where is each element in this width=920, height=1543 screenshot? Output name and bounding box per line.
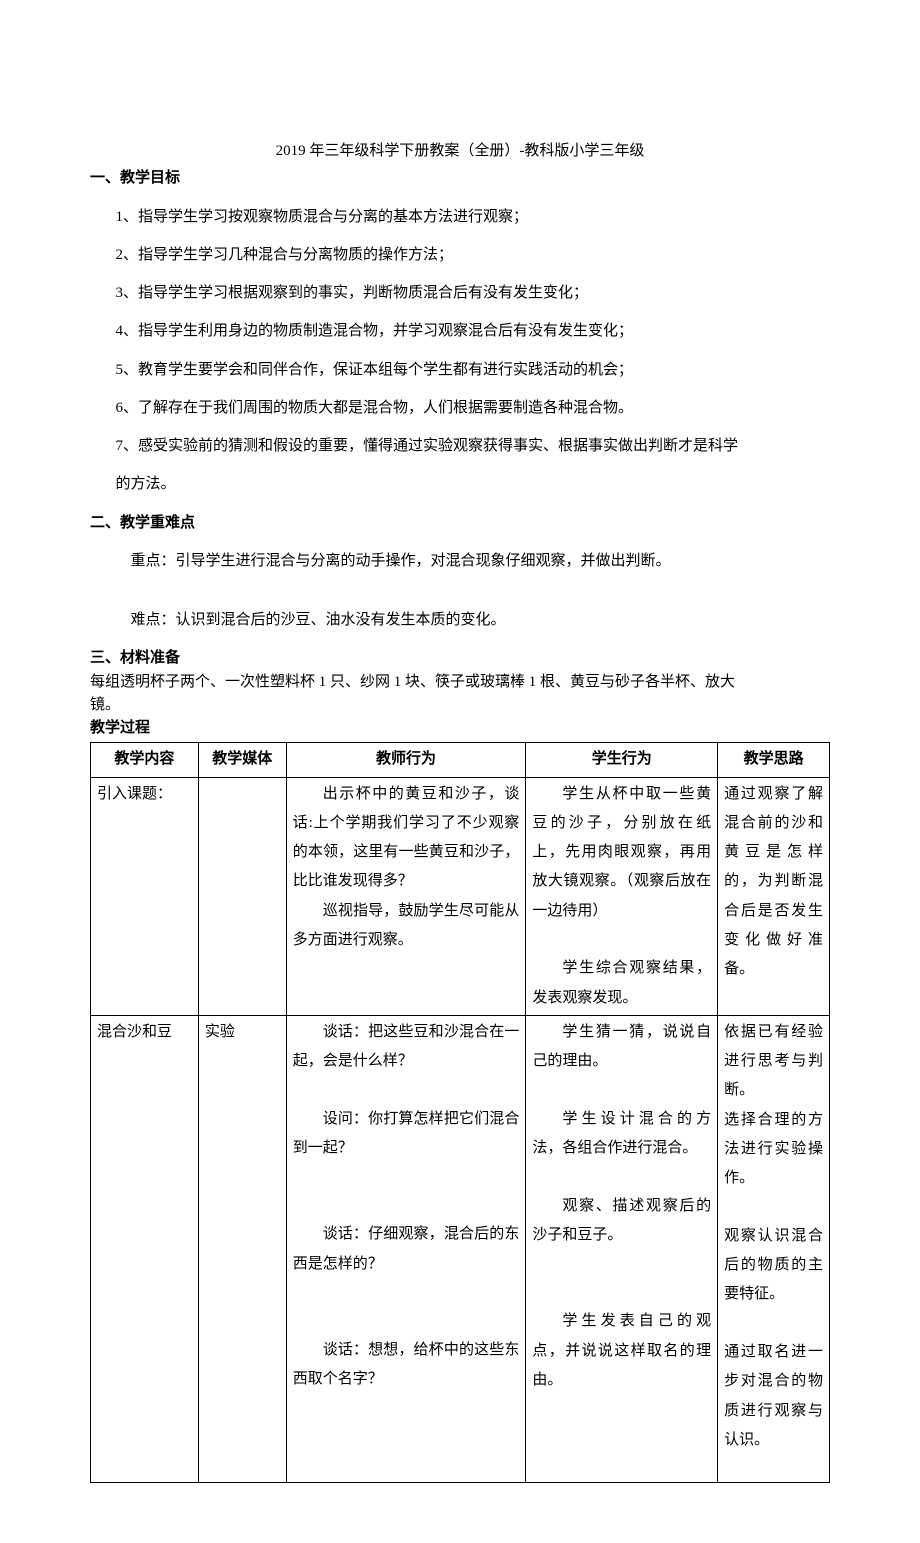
section1-item7a: 7、感受实验前的猜测和假设的重要，懂得通过实验观察获得事实、根据事实做出判断才是… [90,435,830,458]
cell-para: 观察、描述观察后的沙子和豆子。 [532,1192,711,1251]
teaching-table: 教学内容 教学媒体 教师行为 学生行为 教学思路 引入课题： 出示杯中的黄豆和沙… [90,742,830,1483]
spacer [293,1423,520,1452]
section1-head: 一、教学目标 [90,167,830,190]
spacer [532,1250,711,1279]
section1-item: 3、指导学生学习根据观察到的事实，判断物质混合后有没有发生变化； [90,282,830,305]
cell-thinking: 依据已有经验进行思考与判断。 选择合理的方法进行实验操作。 观察认识混合后的物质… [718,1015,830,1482]
section1-item: 1、指导学生学习按观察物质混合与分离的基本方法进行观察； [90,206,830,229]
section3-head: 三、材料准备 [90,647,830,670]
spacer [532,1279,711,1308]
spacer [724,1310,823,1339]
cell-para: 谈话：把这些豆和沙混合在一起，会是什么样？ [293,1018,520,1077]
section2-head: 二、教学重难点 [90,512,830,535]
section2-diff: 难点：认识到混合后的沙豆、油水没有发生本质的变化。 [90,609,830,632]
spacer [293,1279,520,1308]
cell-para: 学生设计混合的方法，各组合作进行混合。 [532,1105,711,1164]
cell-para: 出示杯中的黄豆和沙子，谈话:上个学期我们学习了不少观察的本领，这里有一些黄豆和沙… [293,780,520,897]
spacer [293,1163,520,1192]
cell-para: 依据已有经验进行思考与判断。 [724,1018,823,1106]
cell-media [198,777,286,1015]
spacer [532,1076,711,1105]
cell-para: 设问：你打算怎样把它们混合到一起？ [293,1105,520,1164]
cell-media: 实验 [198,1015,286,1482]
spacer [724,1193,823,1222]
section3-body1: 每组透明杯子两个、一次性塑料杯 1 只、纱网 1 块、筷子或玻璃棒 1 根、黄豆… [90,671,830,694]
cell-para: 学生综合观察结果，发表观察发现。 [532,954,711,1013]
cell-para: 学生从杯中取一些黄豆的沙子，分别放在纸上，先用肉眼观察，再用放大镜观察。（观察后… [532,780,711,926]
table-row: 引入课题： 出示杯中的黄豆和沙子，谈话:上个学期我们学习了不少观察的本领，这里有… [91,777,830,1015]
cell-para: 巡视指导，鼓励学生尽可能从多方面进行观察。 [293,897,520,956]
spacer [532,926,711,955]
table-header-row: 教学内容 教学媒体 教师行为 学生行为 教学思路 [91,743,830,777]
th-student: 学生行为 [526,743,718,777]
cell-para: 观察认识混合后的物质的主要特征。 [724,1222,823,1310]
cell-teacher: 谈话：把这些豆和沙混合在一起，会是什么样？ 设问：你打算怎样把它们混合到一起？ … [286,1015,526,1482]
section1-item: 4、指导学生利用身边的物质制造混合物，并学习观察混合后有没有发生变化； [90,320,830,343]
spacer [293,1451,520,1480]
section1-item: 6、了解存在于我们周围的物质大都是混合物，人们根据需要制造各种混合物。 [90,397,830,420]
proc-head: 教学过程 [90,717,830,740]
section1-item: 2、指导学生学习几种混合与分离物质的操作方法； [90,244,830,267]
section1-item: 5、教育学生要学会和同伴合作，保证本组每个学生都有进行实践活动的机会； [90,359,830,382]
spacer [293,1307,520,1336]
section3-body2: 镜。 [90,694,830,717]
cell-para: 谈话：仔细观察，混合后的东西是怎样的？ [293,1220,520,1279]
th-content: 教学内容 [91,743,199,777]
th-teacher: 教师行为 [286,743,526,777]
section2-key: 重点：引导学生进行混合与分离的动手操作，对混合现象仔细观察，并做出判断。 [90,550,830,573]
cell-content: 混合沙和豆 [91,1015,199,1482]
cell-para: 通过取名进一步对混合的物质进行观察与认识。 [724,1338,823,1455]
cell-student: 学生猜一猜，说说自己的理由。 学生设计混合的方法，各组合作进行混合。 观察、描述… [526,1015,718,1482]
cell-para: 谈话：想想，给杯中的这些东西取个名字？ [293,1336,520,1395]
spacer [90,588,830,594]
spacer [293,1192,520,1221]
spacer [532,1163,711,1192]
cell-para: 通过观察了解混合前的沙和黄豆是怎样的，为判断混合后是否发生变化做好准备。 [724,780,823,985]
cell-content: 引入课题： [91,777,199,1015]
cell-para: 选择合理的方法进行实验操作。 [724,1106,823,1194]
cell-student: 学生从杯中取一些黄豆的沙子，分别放在纸上，先用肉眼观察，再用放大镜观察。（观察后… [526,777,718,1015]
th-media: 教学媒体 [198,743,286,777]
th-thinking: 教学思路 [718,743,830,777]
document-page: 2019 年三年级科学下册教案（全册）-教科版小学三年级 一、教学目标 1、指导… [0,0,920,1543]
cell-thinking: 通过观察了解混合前的沙和黄豆是怎样的，为判断混合后是否发生变化做好准备。 [718,777,830,1015]
page-title: 2019 年三年级科学下册教案（全册）-教科版小学三年级 [90,140,830,163]
section1-item7b: 的方法。 [90,473,830,496]
spacer [293,1076,520,1105]
cell-para: 学生发表自己的观点，并说说这样取名的理由。 [532,1307,711,1395]
spacer [293,1394,520,1423]
cell-para: 学生猜一猜，说说自己的理由。 [532,1018,711,1077]
table-row: 混合沙和豆 实验 谈话：把这些豆和沙混合在一起，会是什么样？ 设问：你打算怎样把… [91,1015,830,1482]
cell-teacher: 出示杯中的黄豆和沙子，谈话:上个学期我们学习了不少观察的本领，这里有一些黄豆和沙… [286,777,526,1015]
